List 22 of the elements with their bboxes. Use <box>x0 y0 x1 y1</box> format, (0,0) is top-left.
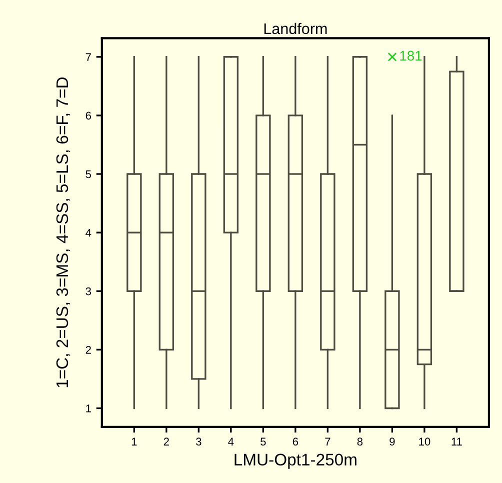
y-tick-label: 7 <box>86 53 91 61</box>
chart-title: Landform <box>264 22 327 34</box>
x-tick-label: 5 <box>260 438 266 446</box>
x-tick-label: 1 <box>132 438 137 446</box>
y-tick-label: 5 <box>86 170 92 178</box>
x-tick-label: 4 <box>228 438 234 446</box>
x-tick-label: 3 <box>196 438 202 446</box>
y-tick-label: 2 <box>86 346 91 354</box>
x-tick-label: 6 <box>292 438 298 446</box>
x-tick-label: 11 <box>452 438 462 446</box>
y-tick-label: 6 <box>86 112 91 120</box>
x-axis-title: LMU-Opt1-250m <box>234 454 356 469</box>
y-axis-title: 1=C, 2=US, 3=MS, 4=SS, 5=LS, 6=F, 7=D <box>56 77 70 388</box>
x-tick-label: 9 <box>390 438 395 446</box>
y-tick-label: 4 <box>86 228 92 237</box>
x-tick-label: 7 <box>325 438 330 446</box>
x-tick-label: 10 <box>419 438 430 446</box>
annotation: 181 <box>400 50 422 61</box>
y-tick-label: 1 <box>86 404 91 412</box>
y-tick-label: 3 <box>86 287 91 296</box>
x-tick-label: 2 <box>164 438 169 446</box>
x-tick-label: 8 <box>357 438 363 446</box>
